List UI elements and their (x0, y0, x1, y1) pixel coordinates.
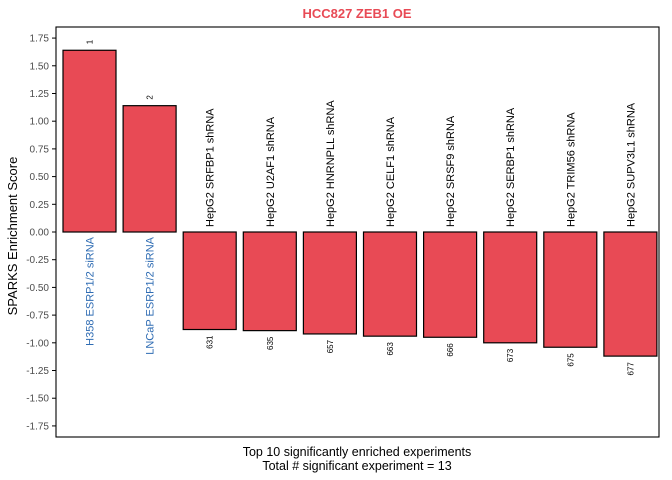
bar (362, 231, 418, 337)
category-label: HepG2 SERBP1 shRNA (505, 107, 517, 227)
y-axis-ticks: 1.75 1.50 1.25 1.00 0.75 0.50 0.25 0.00 -0.25 -0.… (26, 34, 56, 432)
bar-rank-label: 2 (146, 95, 155, 100)
y-tick-label: 0.50 (30, 172, 50, 183)
bar (242, 231, 297, 332)
chart-title: HCC827 ZEB1 OE (302, 6, 411, 21)
bar-labels-group: 1 H358 ESRP1/2 siRNA 2 LNCaP ESRP1/2 siRNA 6… (85, 39, 638, 375)
y-tick-label: -0.50 (26, 283, 49, 294)
y-tick-label: -1.75 (26, 421, 49, 432)
y-tick-label: 1.25 (30, 89, 50, 100)
bar (543, 231, 598, 348)
y-tick-label: -0.25 (26, 255, 49, 266)
bar-rank-label: 1 (86, 39, 95, 44)
x-axis-label-line2: Total # significant experiment = 13 (262, 459, 451, 473)
bar (62, 49, 117, 233)
bar (423, 231, 478, 338)
y-tick-label: 1.75 (30, 34, 50, 45)
bar-rank-label: 631 (206, 335, 215, 349)
category-label: H358 ESRP1/2 siRNA (85, 236, 97, 345)
category-label: HepG2 SRSF9 shRNA (445, 115, 457, 227)
category-label: HepG2 HNRNPLL shRNA (325, 100, 337, 227)
bars-group (62, 49, 658, 357)
x-axis-label-line1: Top 10 significantly enriched experiment… (243, 445, 472, 459)
y-tick-label: 0.75 (30, 144, 50, 155)
bar (122, 105, 177, 233)
bar-rank-label: 657 (326, 339, 335, 353)
y-tick-label: 0.00 (30, 228, 50, 239)
bar (302, 231, 357, 335)
y-tick-label: 1.00 (30, 117, 50, 128)
category-label: HepG2 U2AF1 shRNA (265, 116, 277, 227)
category-label: HepG2 SRFBP1 shRNA (205, 108, 217, 227)
bar-rank-label: 677 (626, 362, 635, 376)
y-tick-label: -0.75 (26, 311, 49, 322)
category-label: HepG2 TRIM56 shRNA (565, 112, 577, 227)
category-label: HepG2 CELF1 shRNA (385, 116, 397, 227)
y-tick-label: -1.00 (26, 338, 49, 349)
category-label: LNCaP ESRP1/2 siRNA (145, 236, 157, 354)
y-tick-label: -1.50 (26, 394, 49, 405)
bar-rank-label: 673 (506, 348, 515, 362)
bar (603, 231, 658, 357)
category-label: HepG2 SUPV3L1 shRNA (625, 102, 637, 227)
bar (483, 231, 538, 344)
bar-rank-label: 635 (266, 336, 275, 350)
y-axis-label: SPARKS Enrichment Score (5, 157, 20, 316)
y-tick-label: 1.50 (30, 61, 50, 72)
bar-rank-label: 666 (446, 343, 455, 357)
bar-rank-label: 675 (566, 353, 575, 367)
y-tick-label: 0.25 (30, 200, 50, 211)
plot-frame (55, 26, 660, 438)
y-tick-label: -1.25 (26, 366, 49, 377)
bar (182, 231, 237, 331)
bar-rank-label: 663 (386, 342, 395, 356)
